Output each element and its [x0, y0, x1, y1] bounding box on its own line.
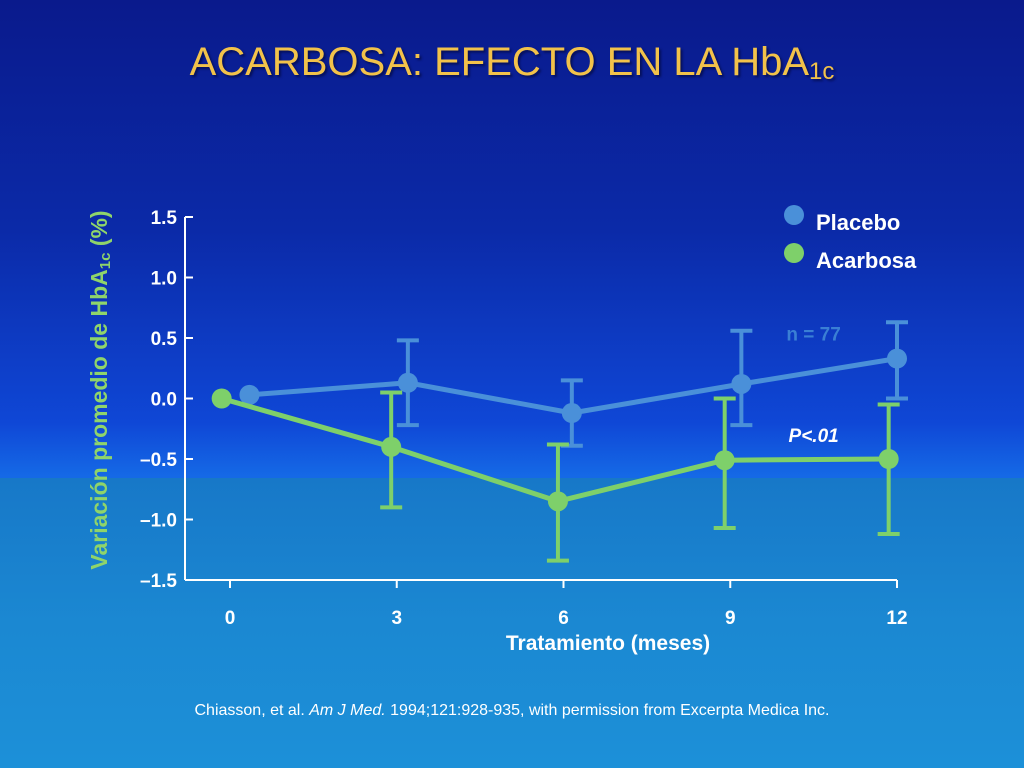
x-tick-label: 12	[886, 608, 907, 629]
x-axis-label: Tratamiento (meses)	[506, 632, 710, 655]
x-tick-label: 3	[391, 608, 402, 629]
x-tick-label: 6	[558, 608, 569, 629]
data-point-acarbosa	[878, 449, 899, 469]
data-point-placebo	[887, 348, 907, 369]
data-point-placebo	[731, 373, 752, 394]
y-tick-label: 1.0	[151, 269, 177, 290]
y-tick-label: –0.5	[140, 450, 177, 471]
annotation-label: n = 77	[786, 324, 840, 345]
citation-authors: Chiasson, et al.	[194, 702, 310, 719]
citation-details: 1994;121:928-935, with permission from E…	[385, 702, 830, 719]
data-point-acarbosa	[211, 388, 232, 409]
citation: Chiasson, et al. Am J Med. 1994;121:928-…	[0, 702, 1024, 720]
x-tick-label: 9	[725, 608, 736, 629]
y-tick-label: –1.0	[140, 511, 177, 532]
legend-marker-acarbosa	[784, 243, 804, 263]
legend-label-acarbosa: Acarbosa	[816, 248, 917, 273]
annotation-label: P<.01	[789, 426, 839, 447]
data-point-acarbosa	[381, 436, 402, 457]
legend-label-placebo: Placebo	[816, 210, 901, 235]
data-point-placebo	[397, 372, 418, 393]
legend-marker-placebo	[784, 205, 804, 225]
x-tick-label: 0	[225, 608, 236, 629]
data-point-acarbosa	[547, 491, 568, 512]
y-tick-label: 0.0	[151, 390, 177, 411]
data-point-placebo	[561, 403, 582, 424]
y-tick-label: 1.5	[151, 208, 178, 229]
background-lower-band	[0, 478, 1024, 768]
title-main: ACARBOSA: EFECTO EN LA HbA	[189, 40, 810, 84]
series-line-acarbosa	[220, 396, 889, 504]
data-point-acarbosa	[714, 450, 735, 471]
y-tick-label: –1.5	[140, 571, 177, 592]
title-subscript: 1c	[809, 58, 835, 85]
data-point-placebo	[239, 384, 260, 405]
citation-journal: Am J Med.	[309, 702, 386, 719]
slide-title: ACARBOSA: EFECTO EN LA HbA1c	[0, 40, 1024, 86]
y-tick-label: 0.5	[151, 329, 178, 350]
